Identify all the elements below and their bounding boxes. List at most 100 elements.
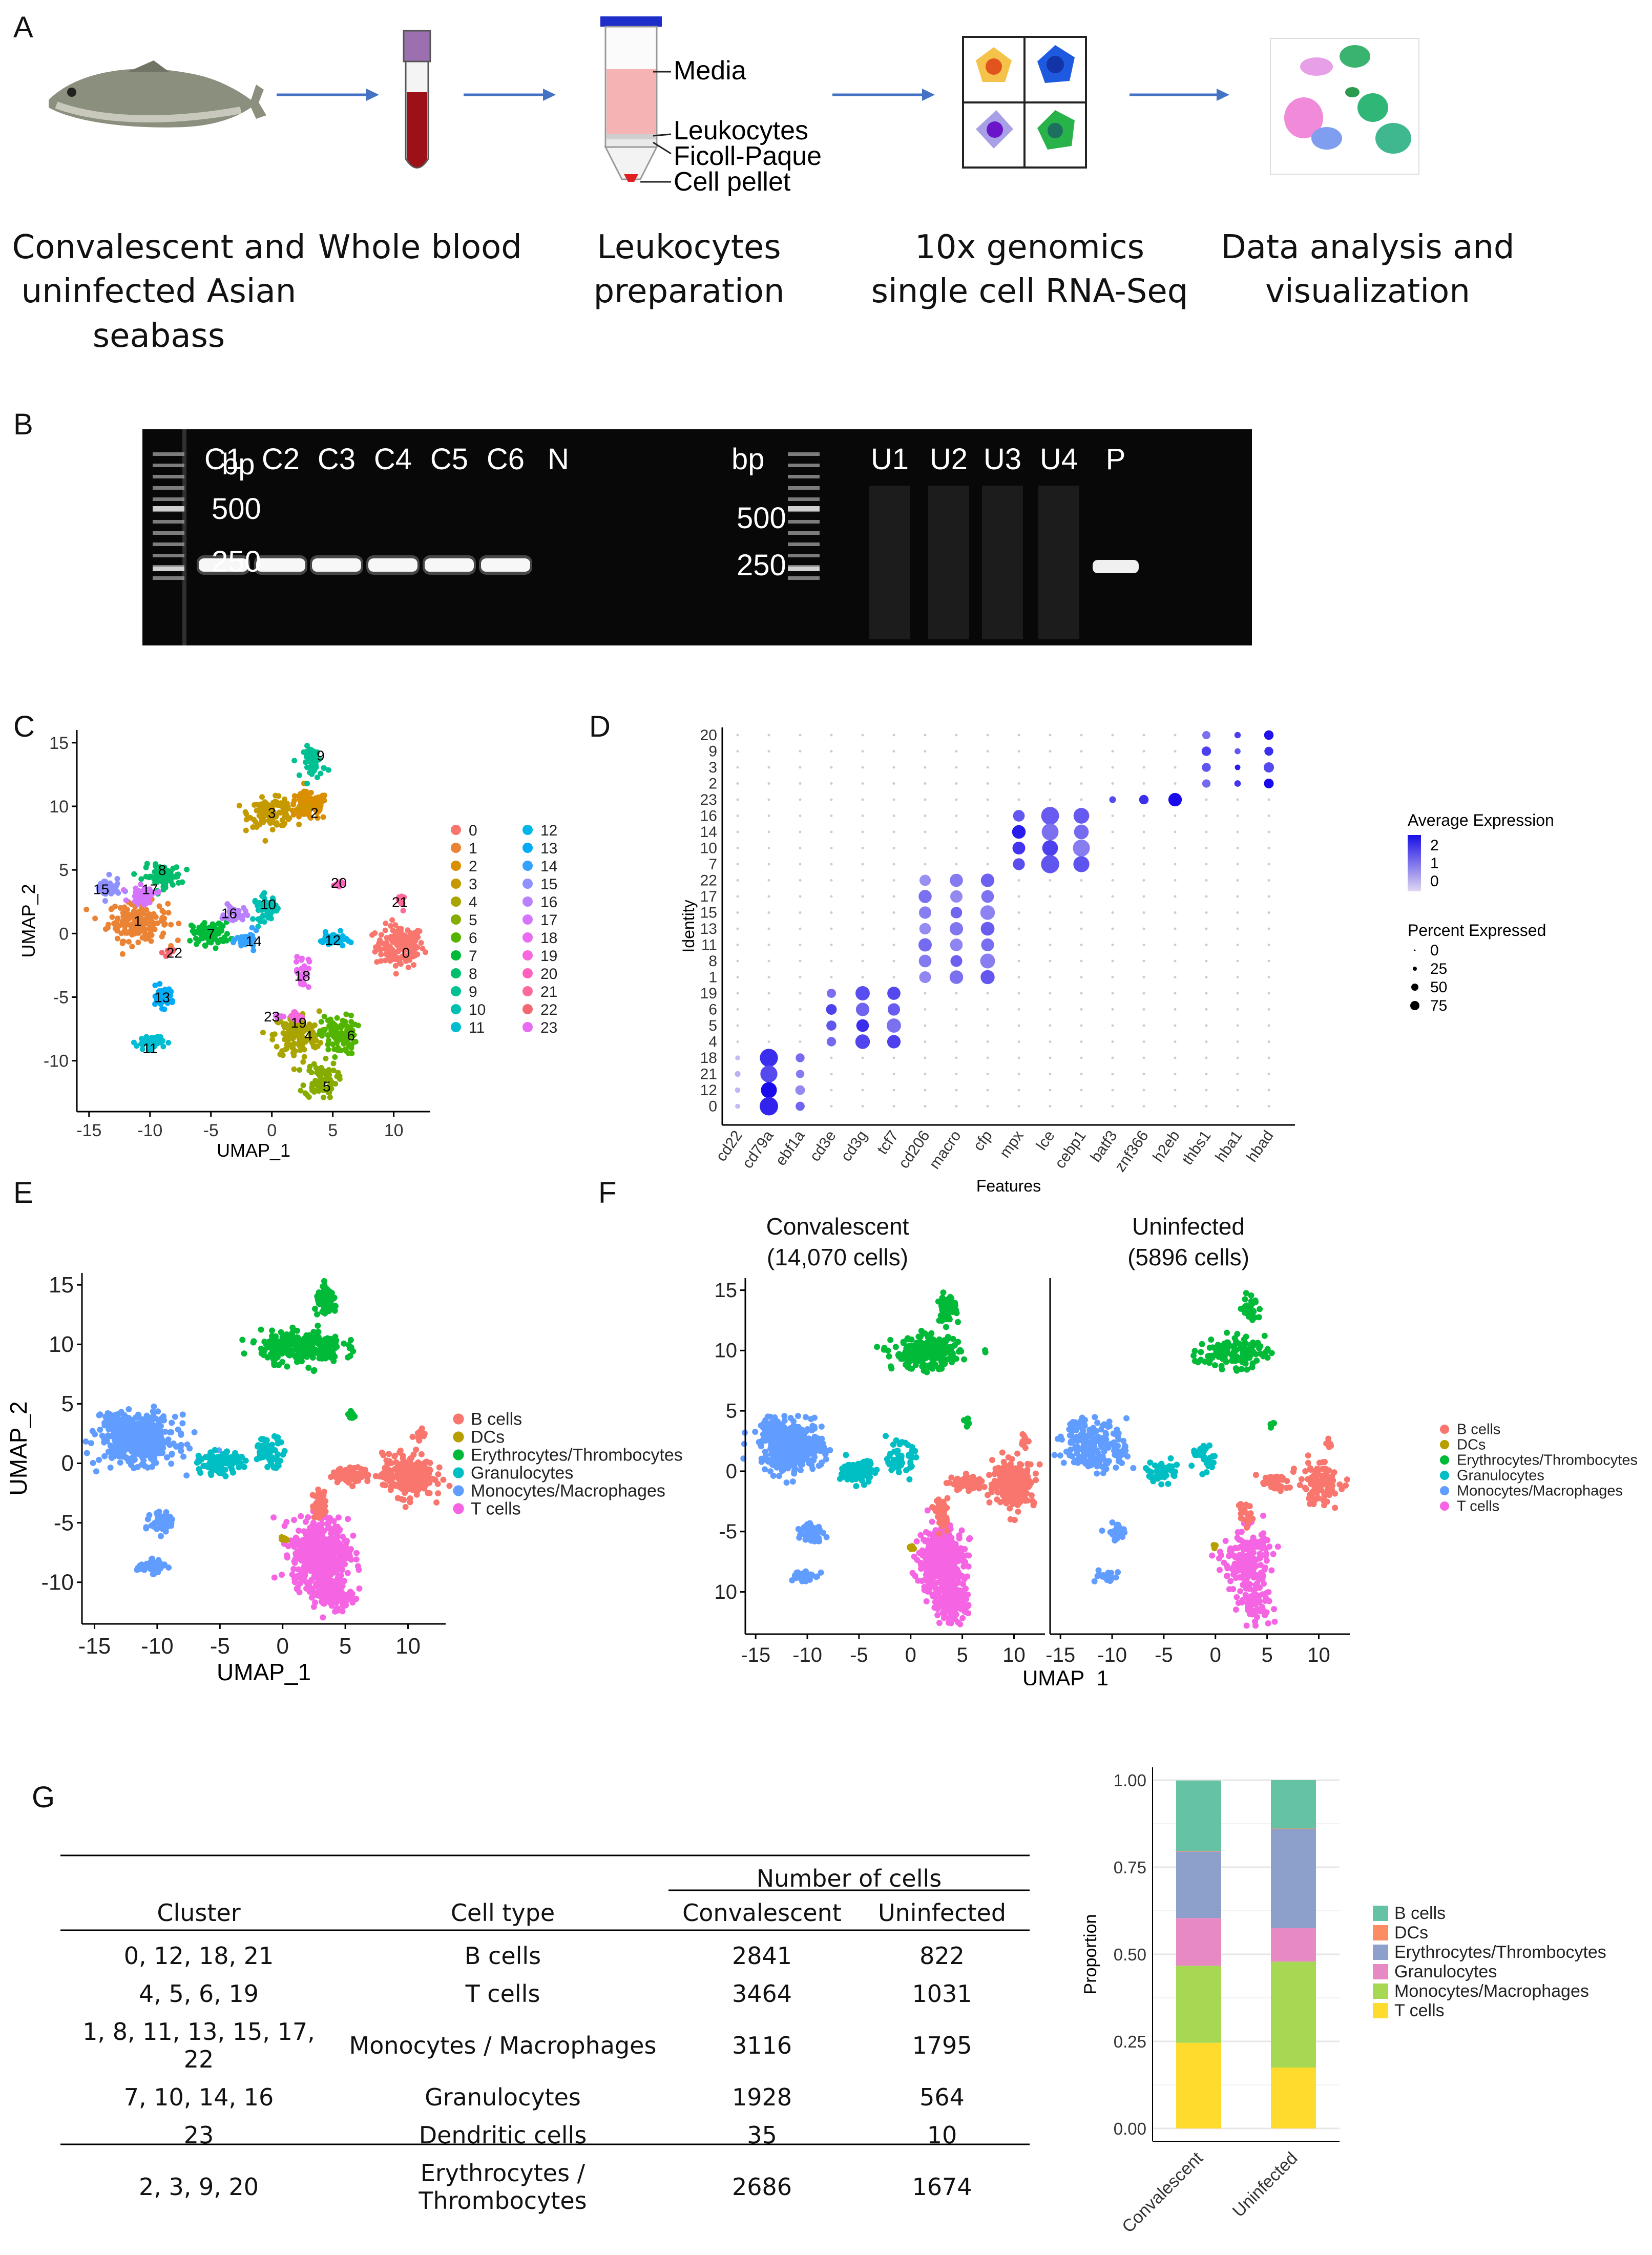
legend-dot: [451, 843, 461, 853]
data-point: [943, 1562, 950, 1569]
x-tick-label: 10: [395, 1634, 421, 1659]
data-point: [128, 927, 134, 933]
data-point: [338, 928, 344, 934]
data-point: [274, 1354, 281, 1361]
dot-background: [1267, 863, 1270, 866]
data-point: [323, 1557, 330, 1563]
data-point: [250, 1339, 257, 1346]
gel-500-label: 500: [212, 492, 261, 526]
dot-background: [955, 1073, 958, 1075]
data-point: [304, 1529, 310, 1535]
data-point: [143, 1525, 150, 1532]
expression-dot: [918, 906, 932, 919]
data-point: [143, 887, 150, 893]
data-point: [281, 796, 287, 802]
data-point: [933, 1589, 940, 1595]
data-point: [149, 1414, 155, 1421]
gel-250-label: 250: [212, 545, 261, 578]
data-point: [179, 1411, 186, 1418]
feature-label: znf366: [1112, 1128, 1152, 1175]
dot-background: [861, 1056, 864, 1059]
data-point: [308, 1070, 315, 1076]
expression-dot: [1264, 746, 1273, 756]
data-point: [380, 941, 386, 947]
lane-label: U3: [984, 443, 1021, 476]
dot-background: [861, 766, 864, 769]
gel-bp-label-right: bp: [731, 443, 765, 476]
dot-background: [924, 1040, 927, 1043]
data-point: [150, 1559, 156, 1565]
legend-label: Granulocytes: [471, 1463, 573, 1483]
dot-background: [955, 750, 958, 753]
legend-dot: [451, 879, 461, 889]
dot-background: [924, 847, 927, 849]
data-point: [114, 935, 120, 942]
data-point: [297, 1067, 303, 1073]
data-point: [423, 1480, 429, 1487]
data-point: [110, 1432, 117, 1438]
dot-background: [830, 976, 833, 978]
data-point: [294, 1028, 300, 1034]
data-point: [321, 765, 327, 771]
dot-background: [861, 1105, 864, 1108]
data-point: [196, 1466, 202, 1473]
data-point: [149, 1035, 155, 1041]
data-point: [310, 1023, 316, 1029]
data-point: [340, 1022, 346, 1028]
data-point: [324, 1335, 331, 1342]
data-point: [290, 801, 297, 807]
data-point: [302, 1090, 308, 1096]
dot-background: [1017, 1024, 1020, 1027]
legend-label: 12: [540, 822, 557, 839]
data-point: [348, 1019, 354, 1025]
cluster-label: 22: [166, 945, 182, 961]
data-point: [357, 1470, 363, 1477]
x-tick-label: 5: [339, 1634, 351, 1659]
data-point: [219, 915, 225, 922]
dot-background: [736, 1008, 739, 1011]
legend-dot: [451, 932, 461, 943]
data-point: [333, 1025, 340, 1031]
data-point: [271, 1574, 278, 1581]
ladder-band: [788, 464, 820, 467]
data-point: [342, 1468, 349, 1474]
cluster-label: 15: [93, 881, 109, 897]
umap-thumbnail-icon: [1270, 38, 1419, 175]
data-point: [151, 1403, 157, 1410]
data-point: [243, 827, 249, 833]
expression-dot: [1109, 796, 1116, 803]
expression-dot: [980, 953, 995, 969]
data-point: [292, 1014, 298, 1020]
pct-legend-dot: [1413, 967, 1417, 971]
data-point: [382, 1465, 388, 1471]
dot-background: [799, 750, 802, 753]
dot-background: [1205, 1040, 1208, 1043]
dot-background: [892, 815, 895, 817]
dot-background: [1205, 1056, 1208, 1059]
dot-background: [1142, 1089, 1145, 1092]
data-point: [191, 1429, 198, 1435]
expression-dot: [918, 938, 932, 952]
dot-background: [1080, 782, 1083, 785]
data-point: [315, 1322, 321, 1329]
identity-label: 13: [700, 921, 717, 937]
dot-background: [736, 734, 739, 737]
data-point: [915, 1577, 922, 1584]
data-point: [390, 939, 396, 945]
dot-background: [924, 815, 927, 817]
dot-background: [1174, 1089, 1177, 1092]
data-point: [308, 815, 314, 821]
legend-label: 23: [540, 1019, 557, 1036]
data-point: [932, 1543, 939, 1550]
data-point: [313, 1500, 320, 1507]
data-point: [131, 1431, 138, 1437]
data-point: [250, 947, 257, 953]
dna-band: [425, 558, 474, 572]
dot-background: [830, 1089, 833, 1092]
dot-background: [1049, 976, 1052, 978]
data-point: [320, 1353, 327, 1360]
data-point: [347, 1595, 353, 1601]
data-point: [296, 813, 302, 820]
data-point: [411, 962, 417, 968]
data-point: [307, 764, 313, 770]
